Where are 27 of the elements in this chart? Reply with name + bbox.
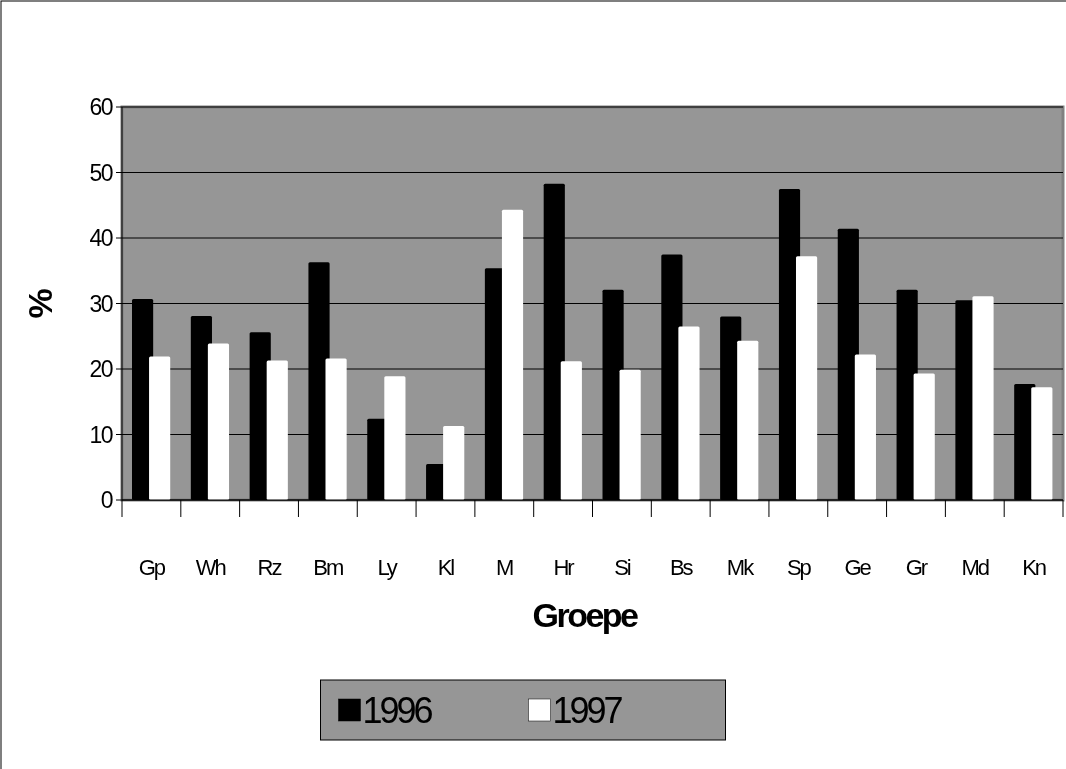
y-tick-label: 20 bbox=[89, 356, 113, 383]
x-tick-label: Ge bbox=[844, 555, 872, 580]
x-tick-label: M bbox=[496, 555, 514, 580]
y-tick-label: 10 bbox=[89, 421, 113, 448]
x-tick-label: Rz bbox=[257, 555, 282, 580]
y-axis-title: % bbox=[21, 288, 59, 319]
x-tick-label: Kl bbox=[437, 555, 455, 580]
legend-label: 1996 bbox=[362, 689, 433, 731]
x-tick-label: Mk bbox=[726, 555, 756, 580]
y-tick-label: 50 bbox=[89, 159, 113, 186]
x-axis-title: Groepe bbox=[532, 596, 639, 634]
y-tick-label: 40 bbox=[89, 225, 113, 252]
y-tick-label: 30 bbox=[89, 290, 113, 317]
x-tick-label: Wh bbox=[195, 555, 226, 580]
y-tick-label: 60 bbox=[89, 94, 113, 121]
x-tick-label: Gr bbox=[905, 555, 928, 580]
x-tick-label: Kn bbox=[1022, 555, 1046, 580]
x-tick-label: Ly bbox=[377, 555, 398, 580]
x-tick-label: Md bbox=[961, 555, 989, 580]
legend-label: 1997 bbox=[552, 689, 623, 731]
y-tick-label: 0 bbox=[100, 487, 113, 514]
x-tick-label: Gp bbox=[138, 555, 166, 580]
x-tick-label: Si bbox=[614, 555, 631, 580]
x-tick-label: Bs bbox=[669, 555, 694, 580]
x-tick-label: Bm bbox=[313, 555, 344, 580]
x-tick-label: Hr bbox=[553, 555, 575, 580]
x-tick-label: Sp bbox=[786, 555, 812, 580]
